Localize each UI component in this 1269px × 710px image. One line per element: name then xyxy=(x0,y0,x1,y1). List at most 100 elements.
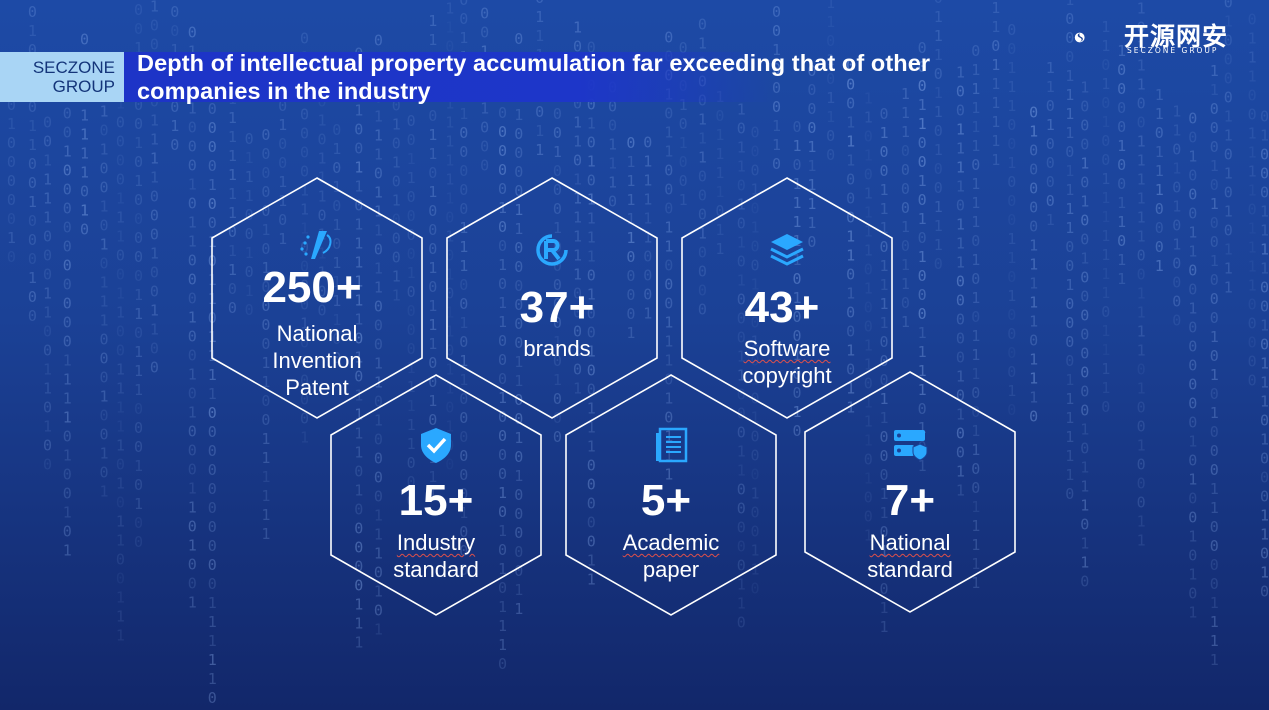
binary-digit: 1 xyxy=(428,183,437,201)
binary-digit: 1 xyxy=(587,551,596,569)
binary-digit: 0 xyxy=(956,273,965,291)
binary-digit: 1 xyxy=(392,268,401,286)
binary-digit: 1 xyxy=(1224,107,1233,125)
binary-digit: 0 xyxy=(1210,309,1219,327)
binary-digit: 1 xyxy=(1007,154,1016,172)
binary-digit: 0 xyxy=(150,339,159,357)
binary-digit: 0 xyxy=(261,126,270,144)
binary-digit: 1 xyxy=(1137,436,1146,454)
binary-digit: 1 xyxy=(971,365,980,383)
binary-digit: 1 xyxy=(134,172,143,190)
binary-digit: 1 xyxy=(679,96,688,114)
binary-digit: 0 xyxy=(514,144,523,162)
binary-digit: 0 xyxy=(553,200,562,218)
binary-digit: 0 xyxy=(587,323,596,341)
binary-digit: 1 xyxy=(208,670,217,688)
binary-digit: 0 xyxy=(1172,311,1181,329)
binary-digit: 0 xyxy=(807,119,816,137)
server-shield-icon xyxy=(894,430,928,461)
binary-digit: 1 xyxy=(991,113,1000,131)
binary-digit: 1 xyxy=(1101,113,1110,131)
binary-digit: 0 xyxy=(1260,488,1269,506)
binary-digit: 0 xyxy=(392,173,401,191)
binary-digit: 0 xyxy=(354,329,363,347)
binary-digit: 1 xyxy=(751,276,760,294)
binary-digit: 0 xyxy=(428,278,437,296)
binary-digit: 0 xyxy=(1007,325,1016,343)
binary-digit: 0 xyxy=(300,30,309,48)
binary-digit: 0 xyxy=(864,507,873,525)
binary-digit: 1 xyxy=(245,187,254,205)
binary-digit: 1 xyxy=(864,222,873,240)
binary-digit: 1 xyxy=(188,593,197,611)
binary-digit: 1 xyxy=(1137,75,1146,93)
binary-digit: 0 xyxy=(374,392,383,410)
binary-digit: 0 xyxy=(587,456,596,474)
binary-digit: 0 xyxy=(737,119,746,137)
binary-digit: 1 xyxy=(901,256,910,274)
binary-digit: 0 xyxy=(28,98,37,116)
binary-digit: 0 xyxy=(43,133,52,151)
binary-digit: 1 xyxy=(445,95,454,113)
binary-digit: 1 xyxy=(1101,379,1110,397)
binary-digit: 0 xyxy=(608,192,617,210)
binary-digit: 1 xyxy=(553,333,562,351)
binary-digit: 0 xyxy=(1248,371,1257,389)
binary-digit: 1 xyxy=(445,304,454,322)
binary-digit: 0 xyxy=(1080,117,1089,135)
binary-digit: 1 xyxy=(459,352,468,370)
binary-digit: 1 xyxy=(228,204,237,222)
binary-digit: 0 xyxy=(1029,331,1038,349)
stat-label-patents-line1: National xyxy=(276,321,358,346)
binary-digit: 1 xyxy=(1065,276,1074,294)
binary-digit: 1 xyxy=(1137,189,1146,207)
binary-digit: 1 xyxy=(445,418,454,436)
binary-digit: 1 xyxy=(498,294,507,312)
binary-digit: 0 xyxy=(1172,273,1181,291)
binary-digit: 1 xyxy=(100,236,109,254)
binary-digit: 1 xyxy=(43,380,52,398)
binary-digit: 0 xyxy=(1188,413,1197,431)
binary-digit: 0 xyxy=(956,311,965,329)
binary-digit: 0 xyxy=(1210,119,1219,137)
binary-digit: 1 xyxy=(864,203,873,221)
binary-digit: 1 xyxy=(1080,155,1089,173)
binary-digit: 0 xyxy=(1224,0,1233,11)
binary-digit: 0 xyxy=(807,81,816,99)
binary-digit: 0 xyxy=(332,121,341,139)
binary-digit: 1 xyxy=(880,276,889,294)
binary-digit: 0 xyxy=(188,574,197,592)
binary-digit: 1 xyxy=(134,362,143,380)
binary-digit: 0 xyxy=(188,327,197,345)
binary-digit: 1 xyxy=(1101,246,1110,264)
binary-digit: 1 xyxy=(150,130,159,148)
binary-digit: 1 xyxy=(1007,382,1016,400)
binary-digit: 0 xyxy=(1188,356,1197,374)
binary-digit: 1 xyxy=(587,228,596,246)
binary-digit: 1 xyxy=(1248,181,1257,199)
binary-digit: 0 xyxy=(587,494,596,512)
binary-digit: 0 xyxy=(1188,318,1197,336)
binary-digit: 0 xyxy=(535,103,544,121)
binary-digit: 0 xyxy=(1007,211,1016,229)
binary-digit: 1 xyxy=(100,312,109,330)
binary-digit: 0 xyxy=(498,123,507,141)
binary-digit: 1 xyxy=(1101,284,1110,302)
binary-digit: 1 xyxy=(188,308,197,326)
binary-digit: 0 xyxy=(751,466,760,484)
binary-digit: 1 xyxy=(116,95,125,113)
binary-digit: 0 xyxy=(116,551,125,569)
binary-digit: 1 xyxy=(300,315,309,333)
binary-digit: 0 xyxy=(880,523,889,541)
hexagon-academic-paper xyxy=(565,374,777,616)
binary-digit: 1 xyxy=(751,542,760,560)
binary-digit: 1 xyxy=(63,143,72,161)
binary-digit: 1 xyxy=(573,209,582,227)
binary-digit: 1 xyxy=(407,150,416,168)
binary-digit: 0 xyxy=(278,135,287,153)
binary-digit: 0 xyxy=(354,576,363,594)
binary-digit: 0 xyxy=(150,282,159,300)
binary-digit: 1 xyxy=(1117,137,1126,155)
binary-digit: 0 xyxy=(1188,109,1197,127)
binary-digit: 1 xyxy=(956,463,965,481)
